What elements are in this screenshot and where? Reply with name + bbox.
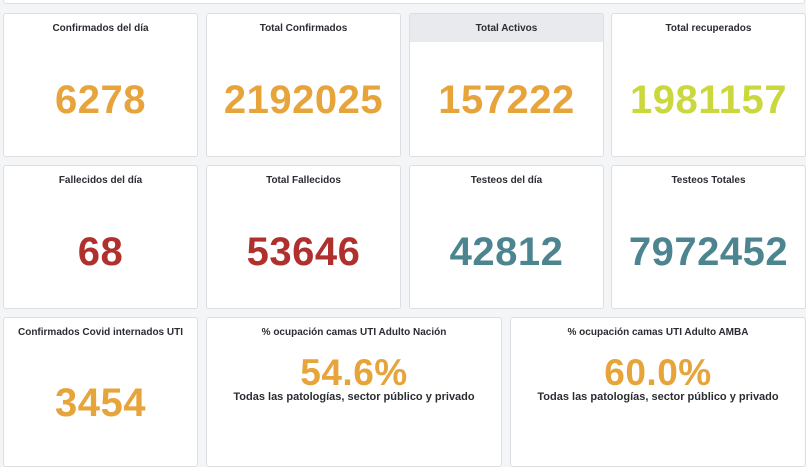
stat-value: 1981157	[629, 78, 787, 122]
stat-value: 7972452	[628, 230, 789, 274]
panel-testeos-dia[interactable]: Testeos del día 42812	[409, 165, 604, 309]
panel-title[interactable]: Fallecidos del día	[58, 174, 143, 186]
panel-title[interactable]: Confirmados del día	[52, 22, 149, 34]
stat-value: 53646	[246, 230, 361, 274]
panel-total-recuperados[interactable]: Total recuperados 1981157	[611, 13, 806, 157]
panel-total-confirmados[interactable]: Total Confirmados 2192025	[206, 13, 401, 157]
stat-value: 60.0%	[604, 352, 712, 393]
panel-title[interactable]: Testeos Totales	[671, 174, 746, 186]
panel-total-fallecidos[interactable]: Total Fallecidos 53646	[206, 165, 401, 309]
panel-fallecidos-dia[interactable]: Fallecidos del día 68	[3, 165, 198, 309]
panel-confirmados-dia[interactable]: Confirmados del día 6278	[3, 13, 198, 157]
stat-value: 42812	[449, 230, 564, 274]
stat-value: 3454	[55, 381, 146, 425]
stat-value: 157222	[438, 78, 575, 122]
stat-value: 2192025	[223, 78, 384, 122]
panel-internados-uti[interactable]: Confirmados Covid internados UTI 3454	[3, 317, 198, 467]
stat-subtitle: Todas las patologías, sector público y p…	[233, 391, 475, 403]
panel-title[interactable]: % ocupación camas UTI Adulto Nación	[261, 326, 447, 338]
panel-ocupacion-uti-nacion[interactable]: % ocupación camas UTI Adulto Nación 54.6…	[206, 317, 502, 467]
stat-value: 68	[77, 230, 124, 274]
panel-title[interactable]: Testeos del día	[470, 174, 543, 186]
panel-ocupacion-uti-amba[interactable]: % ocupación camas UTI Adulto AMBA 60.0% …	[510, 317, 806, 467]
panel-title[interactable]: % ocupación camas UTI Adulto AMBA	[567, 326, 749, 338]
panel-title[interactable]: Total Confirmados	[259, 22, 348, 34]
top-panel-edge	[3, 0, 805, 4]
stat-value: 54.6%	[300, 352, 408, 393]
stat-subtitle: Todas las patologías, sector público y p…	[537, 391, 779, 403]
panel-title[interactable]: Total Activos	[410, 14, 603, 42]
panel-title[interactable]: Total Fallecidos	[266, 174, 341, 186]
panel-title[interactable]: Total recuperados	[665, 22, 752, 34]
panel-testeos-totales[interactable]: Testeos Totales 7972452	[611, 165, 806, 309]
stat-value: 6278	[55, 78, 146, 122]
panel-total-activos[interactable]: Total Activos 157222	[409, 13, 604, 157]
panel-title[interactable]: Confirmados Covid internados UTI	[17, 326, 183, 338]
